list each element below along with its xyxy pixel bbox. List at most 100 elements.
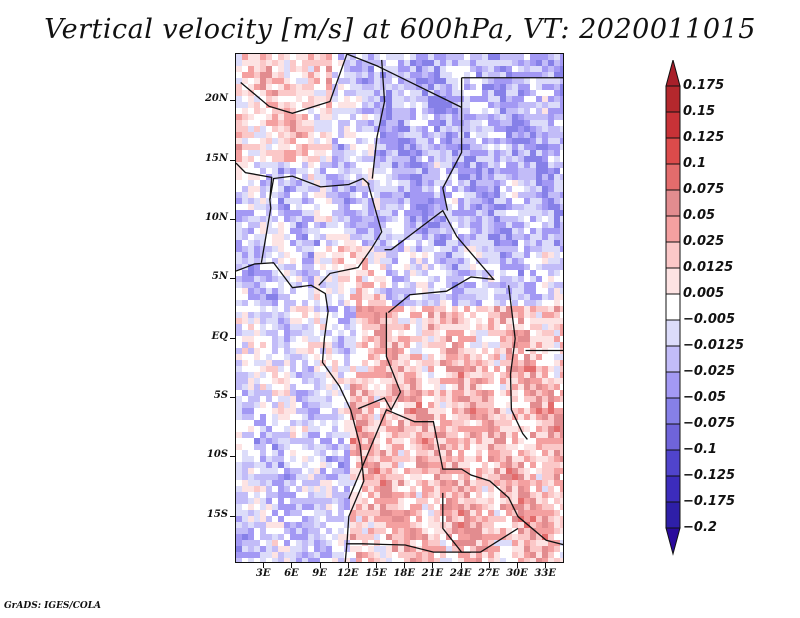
field-cell bbox=[410, 144, 416, 150]
field-cell bbox=[488, 102, 494, 108]
field-cell bbox=[392, 306, 398, 312]
field-cell bbox=[476, 240, 482, 246]
field-cell bbox=[404, 168, 410, 174]
field-cell bbox=[404, 414, 410, 420]
field-cell bbox=[368, 162, 374, 168]
field-cell bbox=[302, 480, 308, 486]
field-cell bbox=[392, 516, 398, 522]
field-cell bbox=[338, 492, 344, 498]
field-cell bbox=[542, 360, 548, 366]
field-cell bbox=[254, 558, 260, 562]
field-cell bbox=[446, 96, 452, 102]
field-cell bbox=[416, 414, 422, 420]
field-cell bbox=[290, 438, 296, 444]
field-cell bbox=[548, 198, 554, 204]
field-cell bbox=[260, 54, 266, 60]
field-cell bbox=[482, 336, 488, 342]
field-cell bbox=[236, 438, 242, 444]
field-cell bbox=[554, 186, 560, 192]
field-cell bbox=[560, 210, 563, 216]
field-cell bbox=[356, 432, 362, 438]
field-cell bbox=[236, 414, 242, 420]
field-cell bbox=[542, 126, 548, 132]
field-cell bbox=[266, 120, 272, 126]
field-cell bbox=[338, 510, 344, 516]
field-cell bbox=[278, 474, 284, 480]
field-cell bbox=[548, 222, 554, 228]
field-cell bbox=[356, 60, 362, 66]
field-cell bbox=[446, 222, 452, 228]
field-cell bbox=[554, 390, 560, 396]
field-cell bbox=[314, 108, 320, 114]
field-cell bbox=[362, 348, 368, 354]
field-cell bbox=[416, 132, 422, 138]
field-cell bbox=[464, 354, 470, 360]
field-cell bbox=[446, 72, 452, 78]
field-cell bbox=[434, 228, 440, 234]
field-cell bbox=[254, 516, 260, 522]
field-cell bbox=[362, 84, 368, 90]
field-cell bbox=[536, 180, 542, 186]
field-cell bbox=[536, 84, 542, 90]
field-cell bbox=[278, 252, 284, 258]
field-cell bbox=[404, 210, 410, 216]
field-cell bbox=[434, 204, 440, 210]
field-cell bbox=[248, 528, 254, 534]
field-cell bbox=[476, 480, 482, 486]
field-cell bbox=[386, 462, 392, 468]
field-cell bbox=[302, 252, 308, 258]
field-cell bbox=[530, 432, 536, 438]
field-cell bbox=[374, 330, 380, 336]
field-cell bbox=[236, 402, 242, 408]
field-cell bbox=[260, 468, 266, 474]
field-cell bbox=[482, 474, 488, 480]
field-cell bbox=[266, 390, 272, 396]
field-cell bbox=[302, 384, 308, 390]
field-cell bbox=[416, 330, 422, 336]
field-cell bbox=[524, 378, 530, 384]
field-cell bbox=[458, 288, 464, 294]
field-cell bbox=[536, 402, 542, 408]
field-cell bbox=[428, 84, 434, 90]
field-cell bbox=[542, 498, 548, 504]
field-cell bbox=[332, 540, 338, 546]
field-cell bbox=[518, 270, 524, 276]
field-cell bbox=[482, 84, 488, 90]
field-cell bbox=[350, 132, 356, 138]
field-cell bbox=[356, 294, 362, 300]
field-cell bbox=[542, 450, 548, 456]
field-cell bbox=[296, 372, 302, 378]
field-cell bbox=[548, 108, 554, 114]
field-cell bbox=[452, 330, 458, 336]
field-cell bbox=[434, 54, 440, 60]
field-cell bbox=[542, 474, 548, 480]
field-cell bbox=[278, 462, 284, 468]
field-cell bbox=[500, 378, 506, 384]
field-cell bbox=[350, 276, 356, 282]
field-cell bbox=[470, 108, 476, 114]
field-cell bbox=[416, 234, 422, 240]
field-cell bbox=[296, 72, 302, 78]
field-cell bbox=[518, 372, 524, 378]
field-cell bbox=[446, 366, 452, 372]
field-cell bbox=[338, 60, 344, 66]
field-cell bbox=[470, 324, 476, 330]
field-cell bbox=[410, 396, 416, 402]
field-cell bbox=[506, 66, 512, 72]
field-cell bbox=[440, 432, 446, 438]
field-cell bbox=[332, 174, 338, 180]
field-cell bbox=[470, 378, 476, 384]
field-cell bbox=[452, 300, 458, 306]
field-cell bbox=[284, 132, 290, 138]
field-cell bbox=[272, 336, 278, 342]
field-cell bbox=[488, 456, 494, 462]
field-cell bbox=[422, 474, 428, 480]
field-cell bbox=[548, 456, 554, 462]
field-cell bbox=[296, 474, 302, 480]
field-cell bbox=[386, 114, 392, 120]
field-cell bbox=[410, 324, 416, 330]
field-cell bbox=[266, 264, 272, 270]
field-cell bbox=[464, 408, 470, 414]
field-cell bbox=[260, 102, 266, 108]
field-cell bbox=[554, 372, 560, 378]
